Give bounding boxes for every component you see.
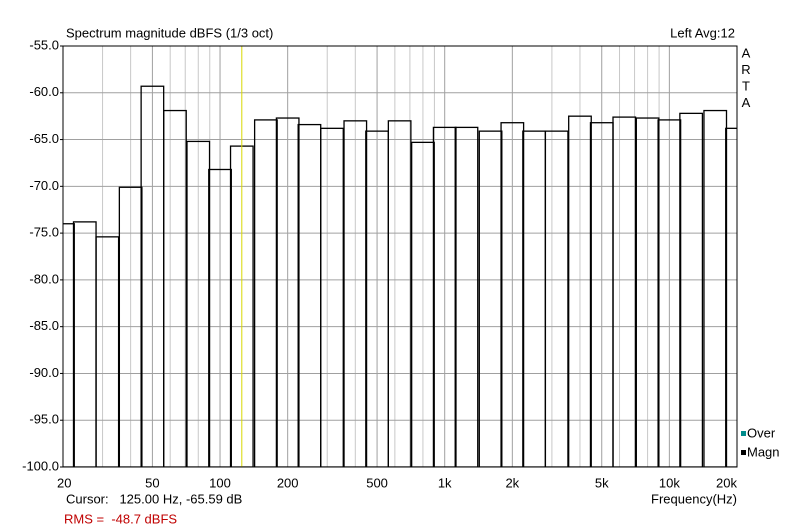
side-letter: A <box>742 95 751 110</box>
bar <box>186 140 211 467</box>
bar <box>679 112 704 467</box>
x-tick-label: 50 <box>145 475 159 490</box>
x-tick-label: 500 <box>366 475 388 490</box>
y-tick-label: -100.0 <box>22 458 59 473</box>
plot-frame <box>62 45 738 468</box>
x-tick-label: 2k <box>505 475 519 490</box>
legend-label: Over <box>747 425 776 440</box>
x-axis-label: Frequency(Hz) <box>651 491 737 506</box>
bar <box>568 115 592 467</box>
bar <box>411 141 435 467</box>
side-letter: T <box>742 78 750 93</box>
bar <box>118 186 143 467</box>
bar <box>478 130 503 467</box>
y-tick-label: -55.0 <box>29 37 59 52</box>
channel-label: Left Avg:12 <box>670 25 735 40</box>
chart-title: Spectrum magnitude dBFS (1/3 oct) <box>66 25 273 40</box>
x-tick-label: 20 <box>57 475 71 490</box>
y-tick-label: -65.0 <box>29 131 59 146</box>
bar <box>253 119 278 467</box>
y-tick-label: -70.0 <box>29 178 59 193</box>
side-letter: R <box>741 62 750 77</box>
bar <box>635 117 660 467</box>
y-tick-label: -60.0 <box>29 84 59 99</box>
y-tick-label: -95.0 <box>29 412 59 427</box>
y-tick-label: -80.0 <box>29 271 59 286</box>
x-tick-label: 100 <box>209 475 231 490</box>
bar <box>544 130 569 467</box>
side-letter: A <box>742 45 751 60</box>
x-tick-label: 200 <box>277 475 299 490</box>
x-tick-label: 10k <box>659 475 680 490</box>
bar <box>657 119 682 467</box>
y-tick-label: -75.0 <box>29 225 59 240</box>
legend-label: Magn <box>747 444 780 459</box>
legend-swatch <box>741 431 746 436</box>
bar <box>500 122 525 467</box>
y-tick-label: -90.0 <box>29 365 59 380</box>
x-tick-label: 20k <box>716 475 737 490</box>
bar <box>320 127 344 467</box>
x-tick-label: 5k <box>595 475 609 490</box>
y-tick-label: -85.0 <box>29 318 59 333</box>
bar <box>95 236 120 467</box>
x-tick-label: 1k <box>438 475 452 490</box>
bar <box>275 117 300 467</box>
rms-label: RMS = -48.7 dBFS <box>64 511 177 526</box>
legend-swatch <box>741 450 746 455</box>
cursor-label: Cursor: 125.00 Hz, -65.59 dB <box>66 491 242 506</box>
